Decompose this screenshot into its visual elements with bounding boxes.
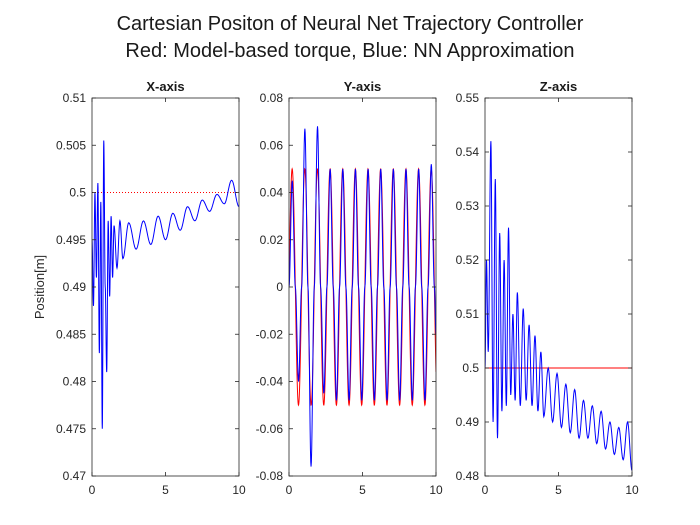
z-axis-y-tick-label: 0.55 <box>456 91 480 105</box>
z-axis-x-tick-label: 10 <box>625 483 639 497</box>
x-axis-y-tick-label: 0.505 <box>56 138 86 152</box>
z-axis-y-tick-label: 0.54 <box>456 145 480 159</box>
y-axis-plot-frame <box>288 97 437 477</box>
y-axis-y-tick-label: 0.06 <box>260 138 284 152</box>
z-axis-y-tick-label: 0.52 <box>456 253 480 267</box>
z-axis-x-tick-label: 5 <box>555 483 562 497</box>
x-axis-x-tick-label: 5 <box>162 483 169 497</box>
z-axis-plot-frame <box>484 97 633 477</box>
x-axis-y-tick-label: 0.49 <box>63 280 87 294</box>
y-axis-x-tick-label: 5 <box>359 483 366 497</box>
y-axis-y-tick-label: 0.02 <box>260 233 284 247</box>
subplot-x-axis: X-axis 0 5 10 0.47 0.475 0.48 0.485 0.49 0.495 0.… <box>56 79 246 497</box>
x-axis-y-tick-label: 0.485 <box>56 327 86 341</box>
y-axis-y-tick-label: 0.08 <box>260 91 284 105</box>
subplot-title-y-axis: Y-axis <box>344 79 382 94</box>
figure-title-line-1: Cartesian Positon of Neural Net Trajecto… <box>117 13 584 35</box>
subplot-title-z-axis: Z-axis <box>540 79 578 94</box>
x-axis-y-tick-label: 0.48 <box>63 375 87 389</box>
x-axis-y-tick-label: 0.5 <box>69 186 86 200</box>
y-axis-y-tick-label: -0.02 <box>256 327 284 341</box>
z-axis-series-nn-approx <box>485 141 632 471</box>
z-axis-x-tick-label: 0 <box>482 483 489 497</box>
y-axis-x-tick-label: 0 <box>286 483 293 497</box>
z-axis-y-tick-label: 0.48 <box>456 469 480 483</box>
y-axis-y-tick-label: -0.04 <box>256 375 284 389</box>
y-axis-series-nn-approx <box>289 126 436 467</box>
y-axis-y-tick-label: -0.08 <box>256 469 284 483</box>
y-axis-y-tick-label: 0.04 <box>260 186 284 200</box>
x-axis-y-tick-label: 0.475 <box>56 422 86 436</box>
y-axis-x-tick-label: 10 <box>429 483 443 497</box>
x-axis-x-tick-label: 0 <box>89 483 96 497</box>
figure-title-line-2: Red: Model-based torque, Blue: NN Approx… <box>125 40 574 62</box>
subplot-y-axis: Y-axis 0 5 10 -0.08 -0.06 -0.04 -0.02 0 0.02 0.04… <box>256 79 443 497</box>
y-axis-y-tick-label: 0 <box>276 280 283 294</box>
z-axis-y-tick-label: 0.5 <box>462 361 479 375</box>
x-axis-y-tick-label: 0.51 <box>63 91 87 105</box>
x-axis-series-nn-approx <box>92 140 239 429</box>
subplot-z-axis: Z-axis 0 5 10 0.48 0.49 0.5 0.51 0.52 0.53 0.54 0.… <box>456 79 639 497</box>
x-axis-y-tick-label: 0.47 <box>63 469 87 483</box>
y-axis-y-tick-label: -0.06 <box>256 422 284 436</box>
x-axis-x-tick-label: 10 <box>232 483 246 497</box>
y-axis-label: Position[m] <box>32 255 47 319</box>
x-axis-plot-frame <box>91 97 240 477</box>
subplot-title-x-axis: X-axis <box>146 79 184 94</box>
x-axis-y-tick-label: 0.495 <box>56 233 86 247</box>
z-axis-y-tick-label: 0.53 <box>456 199 480 213</box>
z-axis-y-tick-label: 0.51 <box>456 307 480 321</box>
z-axis-y-tick-label: 0.49 <box>456 415 480 429</box>
